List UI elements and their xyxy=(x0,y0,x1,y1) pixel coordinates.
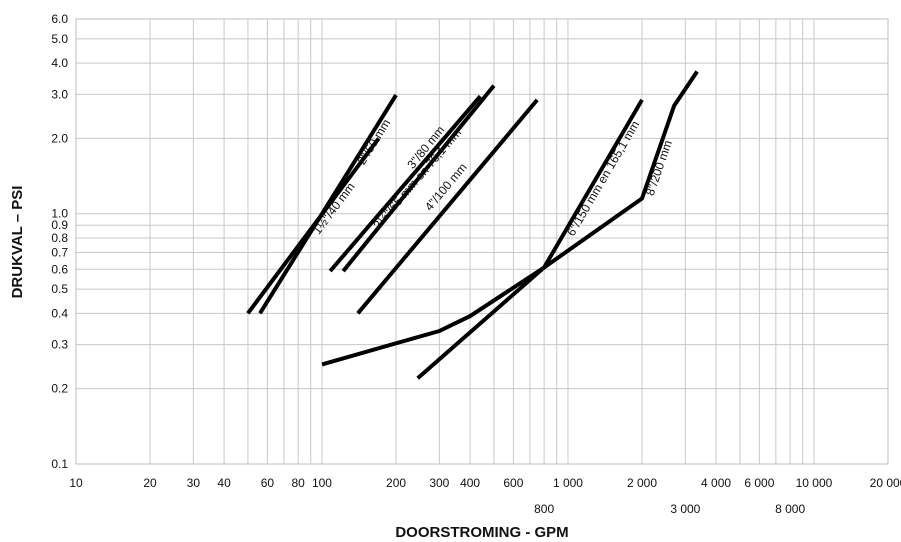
y-tick-label: 0.5 xyxy=(51,282,68,296)
series-line-6 xyxy=(321,70,699,367)
series-line-3 xyxy=(341,84,496,273)
x-tick-label: 10 000 xyxy=(796,476,833,490)
series-line-1 xyxy=(258,94,398,315)
x-tick-label: 400 xyxy=(460,476,480,490)
y-tick-label: 0.2 xyxy=(51,382,68,396)
y-tick-label: 1.0 xyxy=(51,207,68,221)
series-label-1: 2"/50 mm xyxy=(354,117,393,168)
x-axis-title: DOORSTROMING - GPM xyxy=(395,524,568,541)
x-tick-label: 10 xyxy=(69,476,83,490)
x-tick-label: 600 xyxy=(503,476,523,490)
x-tick-label: 80 xyxy=(291,476,305,490)
x-tick-label: 800 xyxy=(534,502,554,516)
y-tick-label: 0.3 xyxy=(51,338,68,352)
series-lines xyxy=(246,70,699,380)
x-tick-label: 20 000 xyxy=(870,476,901,490)
series-label-0: 1½"/40 mm xyxy=(310,180,358,237)
x-tick-label: 8 000 xyxy=(775,502,805,516)
y-tick-label: 4.0 xyxy=(51,56,68,70)
plot-frame xyxy=(75,18,889,465)
x-tick-label: 100 xyxy=(312,476,332,490)
x-tick-label: 4 000 xyxy=(701,476,731,490)
y-axis-title: DRUKVAL – PSI xyxy=(9,186,26,299)
y-tick-label: 3.0 xyxy=(51,87,68,101)
series-line-4 xyxy=(356,98,539,315)
series-line-2 xyxy=(328,94,482,273)
x-tick-label: 30 xyxy=(187,476,201,490)
series-label-5: 6"/150 mm en 165,1 mm xyxy=(564,118,642,238)
x-tick-label: 6 000 xyxy=(744,476,774,490)
y-tick-label: 0.9 xyxy=(51,218,68,232)
y-tick-label: 5.0 xyxy=(51,32,68,46)
grid xyxy=(76,19,888,464)
x-tick-label: 200 xyxy=(386,476,406,490)
x-tick-label: 2 000 xyxy=(627,476,657,490)
x-tick-label: 3 000 xyxy=(670,502,700,516)
x-tick-label: 20 xyxy=(143,476,157,490)
y-tick-label: 6.0 xyxy=(51,12,68,26)
x-tick-label: 60 xyxy=(261,476,275,490)
y-tick-label: 0.4 xyxy=(51,306,68,320)
y-tick-label: 0.7 xyxy=(51,246,68,260)
y-tick-label: 0.8 xyxy=(51,231,68,245)
series-label-6: 8"/200 mm xyxy=(643,138,675,197)
x-tick-label: 40 xyxy=(217,476,231,490)
y-tick-label: 0.1 xyxy=(51,457,68,471)
y-tick-label: 2.0 xyxy=(51,131,68,145)
x-tick-label: 300 xyxy=(429,476,449,490)
tick-labels: 10 20 30 40 60 80 100 200 300 400 600 1 000 2 000 4 0… xyxy=(51,12,901,516)
x-tick-label: 1 000 xyxy=(553,476,583,490)
y-tick-label: 0.6 xyxy=(51,262,68,276)
